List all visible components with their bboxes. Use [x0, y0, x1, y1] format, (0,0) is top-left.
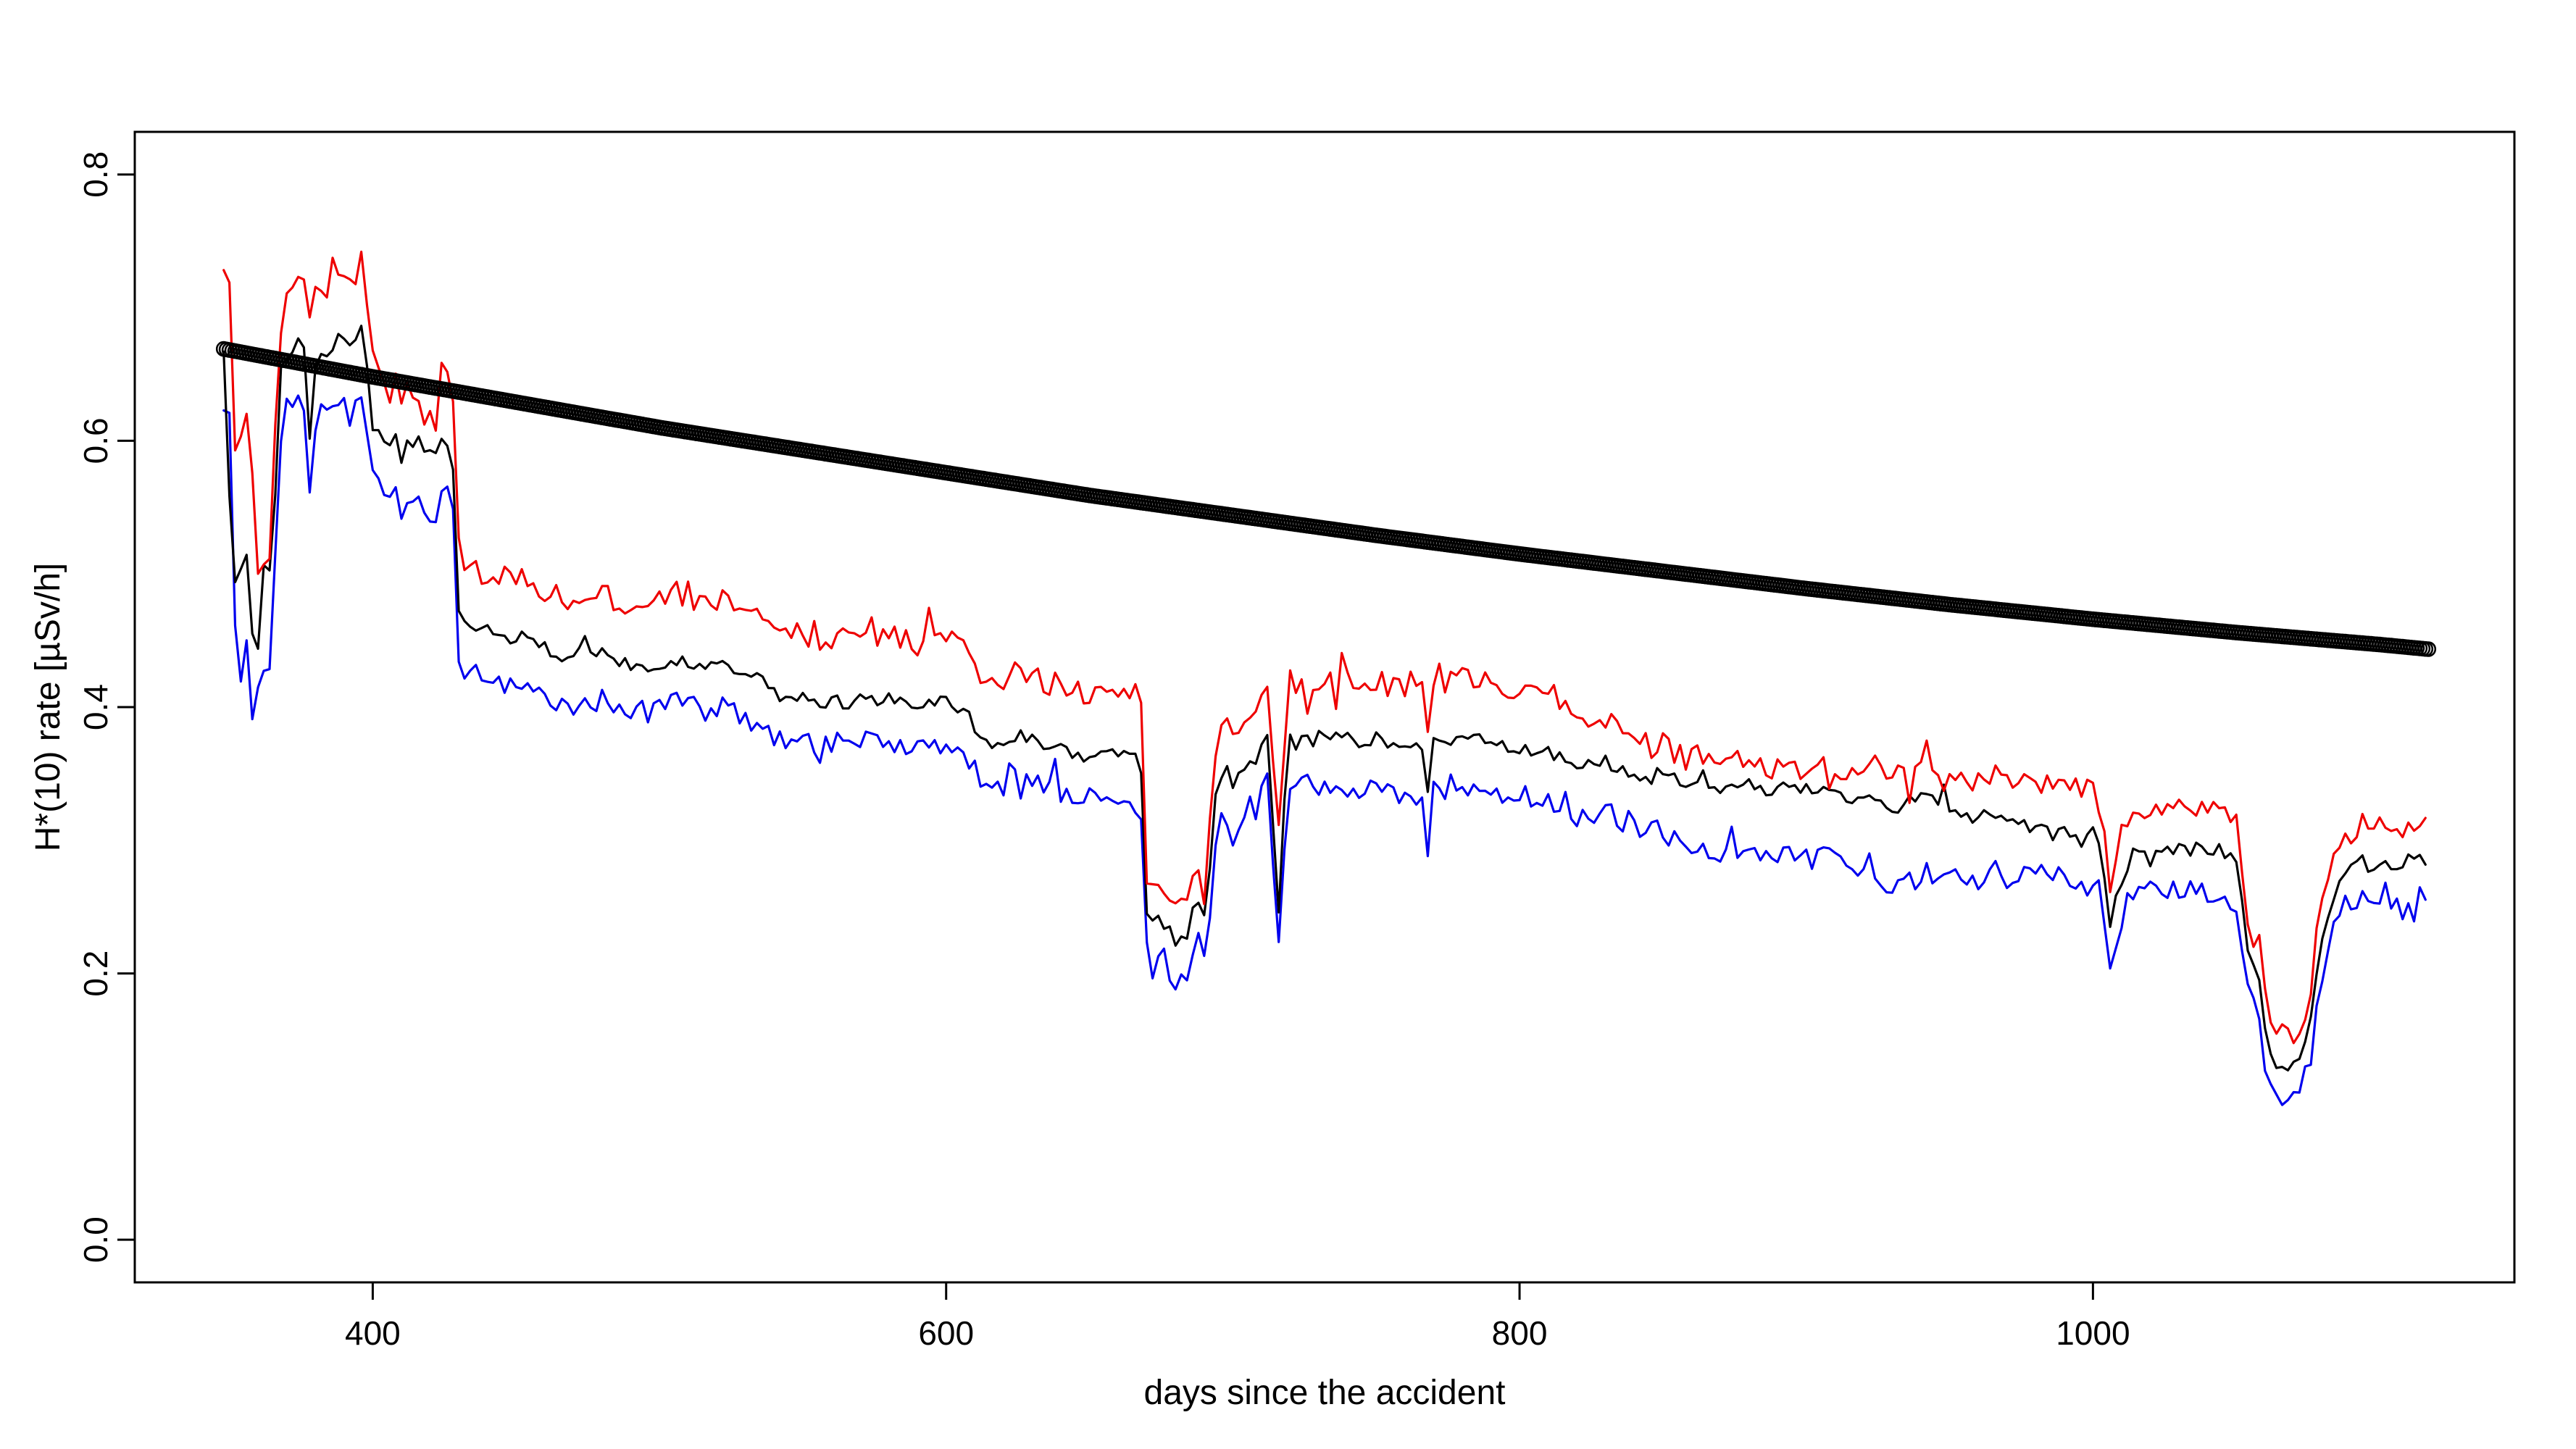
- x-tick-label: 800: [1492, 1314, 1548, 1352]
- decay-model-curve: [215, 341, 2437, 657]
- x-axis-title: days since the accident: [1144, 1374, 1506, 1412]
- y-tick-label: 0.2: [77, 951, 114, 997]
- y-tick-label: 0.4: [77, 684, 114, 730]
- plot-box: [133, 130, 2516, 1284]
- lower-dose-rate-blue-line: [222, 394, 2427, 1106]
- upper-dose-rate-red-line: [222, 250, 2427, 1045]
- model-circle-marker: [2420, 641, 2437, 657]
- middle-dose-rate-black-line: [222, 325, 2427, 1072]
- x-tick-label: 400: [345, 1314, 401, 1352]
- y-tick-label: 0.6: [77, 417, 114, 464]
- plot-frame: [133, 130, 2516, 1284]
- x-tick-label: 1000: [2056, 1314, 2130, 1352]
- y-axis-title: H*(10) rate [µSv/h]: [29, 563, 67, 851]
- y-tick-label: 0.0: [77, 1216, 114, 1263]
- x-tick-label: 600: [918, 1314, 974, 1352]
- axes: 400 600 800 1000 0.0 0.2 0.4 0.6 0.8: [77, 151, 2130, 1352]
- y-tick-label: 0.8: [77, 151, 114, 198]
- data-series: [222, 250, 2427, 1106]
